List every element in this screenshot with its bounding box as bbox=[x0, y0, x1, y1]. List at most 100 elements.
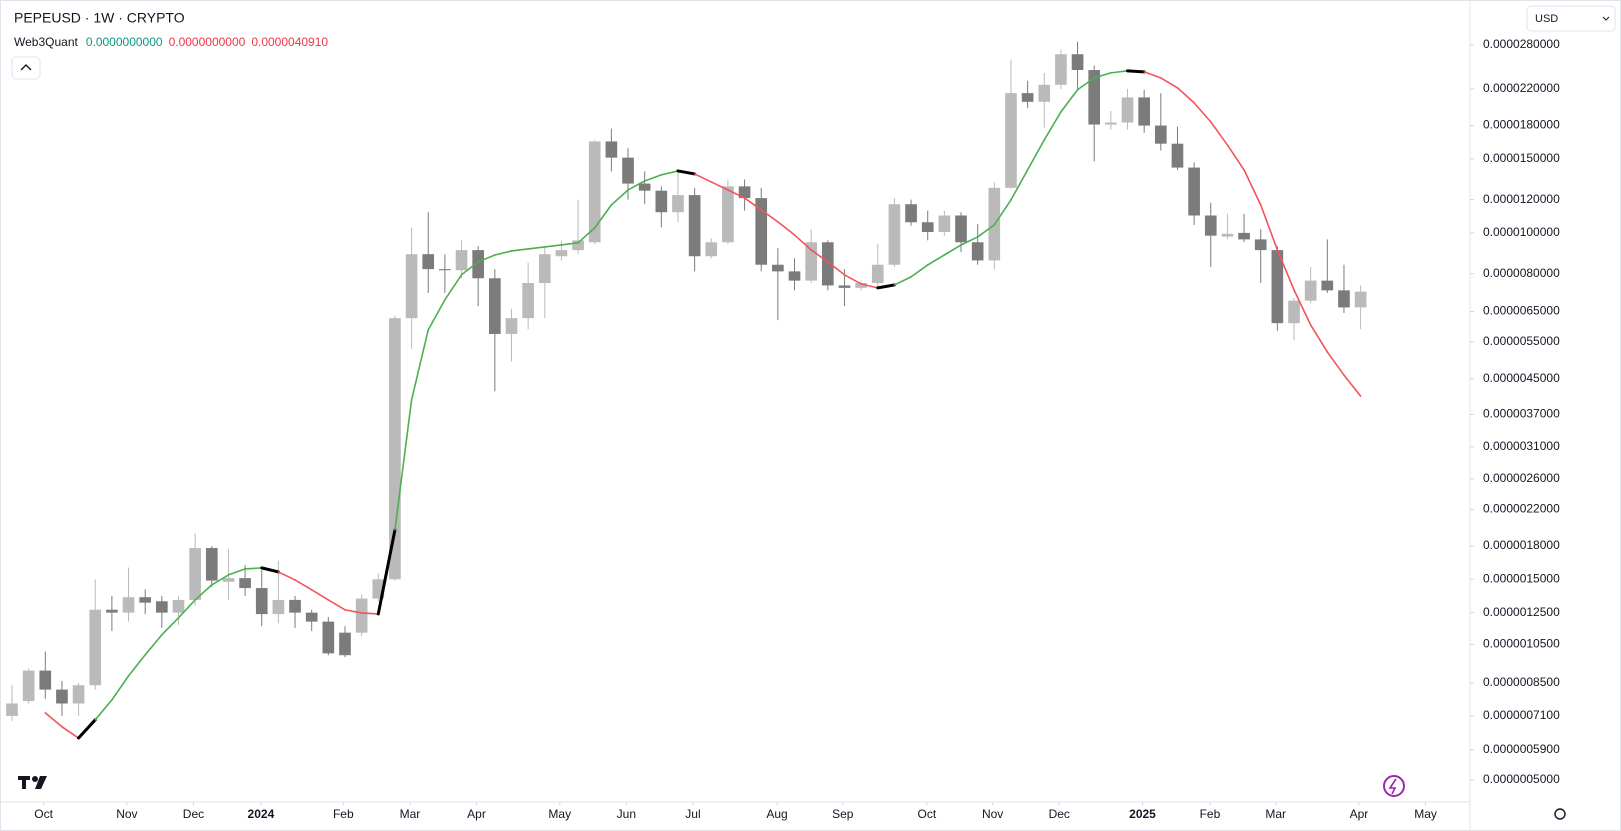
chart-title: PEPEUSD · 1W · CRYPTO bbox=[14, 10, 185, 26]
candle-body bbox=[205, 548, 218, 581]
candle-body bbox=[405, 254, 418, 319]
indicator-segment bbox=[893, 276, 912, 286]
candle-body bbox=[588, 141, 601, 243]
candle-body bbox=[1171, 143, 1184, 168]
candle-body bbox=[1271, 250, 1284, 324]
collapse-icon bbox=[20, 64, 32, 71]
indicator-segment bbox=[743, 197, 763, 211]
alert-icon[interactable] bbox=[1383, 775, 1405, 797]
y-tick-label: 0.0000065000 bbox=[1483, 304, 1560, 318]
candle-body bbox=[289, 599, 301, 613]
legend-value: 0.0000000000 bbox=[86, 35, 163, 49]
indicator-segment bbox=[577, 227, 596, 244]
candle-body bbox=[938, 215, 951, 232]
candle-body bbox=[1188, 167, 1200, 216]
y-tick-label: 0.0000031000 bbox=[1483, 439, 1560, 453]
currency-select[interactable] bbox=[1526, 5, 1616, 32]
candle-body bbox=[921, 222, 934, 232]
candle-body bbox=[455, 250, 468, 271]
candle-body bbox=[39, 670, 52, 690]
indicator-segment bbox=[910, 264, 929, 278]
candle-body bbox=[755, 198, 768, 265]
indicator-segment bbox=[444, 273, 463, 301]
indicator-segment bbox=[44, 712, 63, 728]
indicator-segment bbox=[710, 181, 729, 191]
candle-body bbox=[272, 599, 285, 615]
indicator-segment bbox=[1243, 169, 1262, 206]
indicator-segment bbox=[344, 609, 363, 614]
x-tick-label: Oct bbox=[918, 807, 937, 821]
candle-body bbox=[1154, 125, 1167, 144]
candle-body bbox=[971, 242, 984, 261]
indicator-segment bbox=[394, 399, 413, 531]
y-tick-label: 0.0000005900 bbox=[1483, 742, 1560, 756]
indicator-segment bbox=[1226, 144, 1245, 171]
indicator-segment bbox=[976, 224, 996, 238]
candle-body bbox=[905, 204, 917, 223]
y-tick-label: 0.0000007100 bbox=[1483, 708, 1560, 722]
indicator-segment bbox=[127, 654, 146, 677]
indicator-segment bbox=[111, 675, 130, 701]
indicator-segment bbox=[360, 612, 380, 615]
candle-body bbox=[89, 609, 102, 686]
candle-body bbox=[1254, 239, 1267, 251]
candle-body bbox=[122, 597, 135, 613]
candle-body bbox=[156, 601, 168, 613]
indicator-segment bbox=[410, 329, 430, 401]
candle-body bbox=[1055, 54, 1067, 85]
candle-body bbox=[555, 250, 568, 257]
x-tick-label: Sep bbox=[832, 807, 854, 821]
candle-body bbox=[622, 157, 634, 184]
candle-body bbox=[1338, 290, 1350, 308]
x-tick-label: Aug bbox=[766, 807, 787, 821]
candle-body bbox=[1005, 93, 1017, 188]
x-tick-label: Jul bbox=[685, 807, 700, 821]
candle-body bbox=[605, 141, 618, 158]
y-tick-label: 0.0000150000 bbox=[1483, 151, 1560, 165]
indicator-segment bbox=[960, 236, 979, 246]
candle-body bbox=[355, 598, 368, 633]
indicator-segment bbox=[943, 244, 962, 256]
candle-body bbox=[56, 689, 68, 704]
indicator-segment bbox=[1276, 249, 1295, 291]
candle-body bbox=[705, 242, 718, 257]
indicator-segment bbox=[77, 718, 97, 740]
indicator-segment bbox=[643, 174, 663, 182]
x-tick-label: Dec bbox=[183, 807, 204, 821]
y-tick-label: 0.0000012500 bbox=[1483, 605, 1560, 619]
indicator-segment bbox=[1209, 121, 1229, 146]
y-tick-label: 0.0000180000 bbox=[1483, 118, 1560, 132]
candle-body bbox=[788, 271, 801, 281]
y-tick-label: 0.0000037000 bbox=[1483, 407, 1560, 421]
x-tick-label: Jun bbox=[617, 807, 636, 821]
candle-body bbox=[489, 278, 501, 334]
indicator-segment bbox=[1043, 111, 1062, 141]
indicator-segment bbox=[1126, 69, 1146, 74]
candle-body bbox=[305, 612, 318, 622]
indicator-segment bbox=[1176, 86, 1195, 104]
candle-body bbox=[1238, 232, 1250, 240]
settings-icon[interactable] bbox=[1554, 808, 1566, 820]
legend-value: 0.0000040910 bbox=[251, 35, 328, 49]
candle-body bbox=[72, 685, 85, 704]
indicator-segment bbox=[327, 599, 346, 611]
indicator-segment bbox=[676, 169, 697, 176]
indicator-segment bbox=[993, 199, 1012, 226]
indicator-segment bbox=[227, 568, 246, 576]
y-tick-label: 0.0000280000 bbox=[1483, 37, 1560, 51]
collapse-button[interactable] bbox=[11, 56, 41, 80]
candle-body bbox=[372, 579, 385, 599]
candle-body bbox=[1038, 84, 1051, 102]
y-tick-label: 0.0000026000 bbox=[1483, 471, 1560, 485]
candle-body bbox=[772, 264, 784, 272]
indicator-segment bbox=[827, 261, 846, 276]
candle-body bbox=[538, 254, 551, 284]
candle-body bbox=[6, 703, 18, 716]
indicator-segment bbox=[660, 170, 679, 176]
candle-body bbox=[222, 578, 235, 582]
x-tick-label: Dec bbox=[1049, 807, 1070, 821]
candle-body bbox=[1021, 93, 1034, 102]
indicator-segment bbox=[593, 204, 613, 229]
y-tick-label: 0.0000100000 bbox=[1483, 225, 1560, 239]
